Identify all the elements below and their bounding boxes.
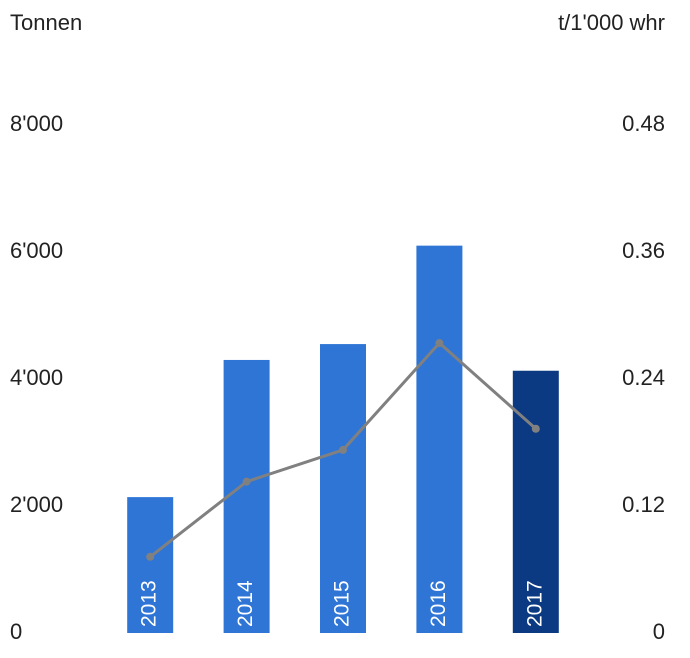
x-tick-label: 2017 xyxy=(523,580,546,627)
bar xyxy=(127,497,174,633)
line-point xyxy=(435,339,444,348)
bar xyxy=(416,245,463,633)
x-tick-label: 2013 xyxy=(138,580,161,627)
y2-tick-label: 0.48 xyxy=(622,111,665,136)
x-tick-label: 2014 xyxy=(234,580,257,627)
y-tick-label: 0 xyxy=(10,619,22,644)
y2-tick-label: 0 xyxy=(653,619,665,644)
y2-axis-label: t/1'000 whr xyxy=(558,10,665,35)
y-tick-label: 6'000 xyxy=(10,238,63,263)
bar xyxy=(320,344,366,633)
y-axis-label: Tonnen xyxy=(10,10,82,35)
y-tick-label: 4'000 xyxy=(10,365,63,390)
x-tick-label: 2016 xyxy=(427,580,450,627)
y2-tick-label: 0.24 xyxy=(622,365,665,390)
x-tick-label: 2015 xyxy=(331,580,354,627)
line-point xyxy=(146,552,155,561)
y-tick-label: 8'000 xyxy=(10,111,63,136)
bar xyxy=(223,359,270,633)
y2-tick-label: 0.36 xyxy=(622,238,665,263)
y2-tick-label: 0.12 xyxy=(622,492,665,517)
y-tick-label: 2'000 xyxy=(10,492,63,517)
line-point xyxy=(339,445,347,454)
line-point xyxy=(242,477,251,486)
line-point xyxy=(531,424,540,433)
